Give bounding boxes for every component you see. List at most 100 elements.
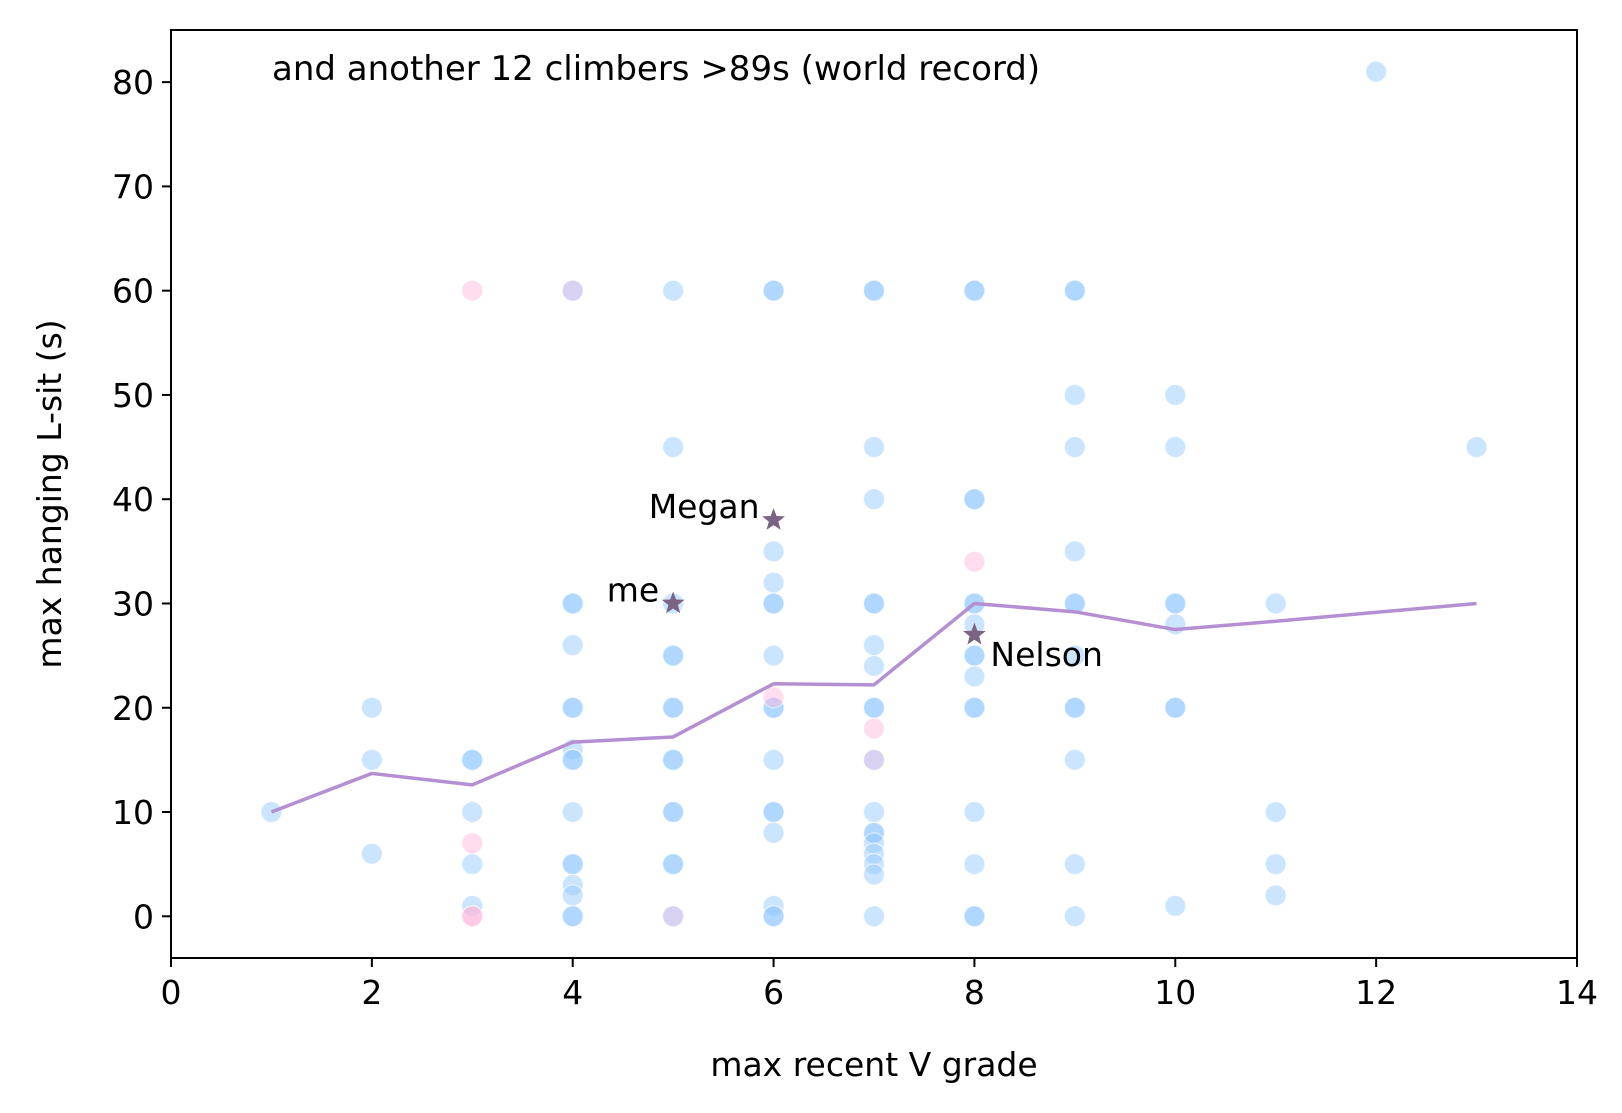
- scatter-point-male: [662, 279, 685, 302]
- mean-line: [270, 601, 1477, 814]
- scatter-point-male: [1063, 383, 1086, 407]
- scatter-point-male: [1264, 592, 1287, 615]
- plot-frame: [170, 29, 1578, 959]
- y-axis-label: max hanging L-sit (s): [30, 319, 69, 668]
- y-tick-label: 60: [112, 272, 154, 311]
- scatter-point-male: [1063, 905, 1086, 928]
- scatter-point-male: [662, 800, 685, 824]
- scatter-point-female: [461, 832, 484, 855]
- scatter-point-female: [862, 717, 886, 740]
- scatter-point-male: [762, 821, 785, 844]
- scatter-point-male: [1063, 540, 1086, 563]
- scatter-point-male: [1063, 435, 1086, 459]
- scatter-point-female: [461, 279, 484, 302]
- scatter-point-male: [561, 634, 584, 657]
- highlight-label-megan: Megan: [649, 487, 760, 526]
- highlight-label-me: me: [607, 570, 659, 609]
- scatter-point-male: [762, 644, 785, 667]
- y-tick-label: 70: [112, 167, 154, 206]
- chart-note: and another 12 climbers >89s (world reco…: [272, 49, 1040, 89]
- x-tick-label: 0: [161, 973, 182, 1012]
- x-tick-label: 6: [763, 973, 784, 1012]
- scatter-point-male: [561, 853, 584, 876]
- scatter-point-male: [1063, 748, 1086, 771]
- x-tick-label: 12: [1355, 973, 1397, 1012]
- scatter-point-male: [1164, 613, 1187, 636]
- scatter-point-male: [963, 800, 986, 824]
- scatter-point-male: [1264, 884, 1287, 907]
- scatter-point-male: [1264, 853, 1287, 876]
- scatter-point-male: [862, 279, 886, 302]
- scatter-point-male: [561, 800, 584, 824]
- x-tick-label: 14: [1556, 973, 1598, 1012]
- scatter-point-male: [1264, 800, 1287, 824]
- scatter-point-male: [1063, 853, 1086, 876]
- scatter-point-male: [662, 696, 685, 719]
- scatter-point-male: [762, 571, 785, 594]
- scatter-point-male: [862, 800, 886, 824]
- scatter-point-other: [662, 905, 685, 928]
- y-axis-ticks: 0 10 20 30 40 50 60 70 80: [112, 63, 171, 936]
- scatter-point-male: [862, 696, 886, 719]
- y-tick-label: 30: [112, 584, 154, 623]
- scatter-point-male: [1063, 592, 1086, 615]
- highlight-star-megan: [762, 508, 785, 530]
- y-tick-label: 80: [112, 63, 154, 102]
- scatter-point-male: [561, 592, 584, 615]
- scatter-point-male: [1164, 696, 1187, 719]
- scatter-point-male: [662, 853, 685, 876]
- scatter-point-male: [662, 644, 685, 667]
- y-tick-label: 20: [112, 689, 154, 728]
- scatter-point-male: [963, 905, 986, 928]
- scatter-point-male: [461, 800, 484, 824]
- scatter-point-male: [862, 905, 886, 928]
- scatter-point-male: [1063, 279, 1086, 302]
- mean-line-layer: [270, 601, 1477, 814]
- highlight-star-me: [661, 591, 685, 614]
- y-tick-label: 0: [133, 897, 154, 936]
- scatter-point-female: [762, 686, 785, 709]
- scatter-point-male: [862, 634, 886, 657]
- x-axis-ticks: 0 2 4 6 8 10 12 14: [161, 958, 1598, 1012]
- scatter-point-other: [862, 748, 886, 771]
- scatter-point-male: [1164, 435, 1187, 459]
- x-tick-label: 8: [964, 973, 985, 1012]
- scatter-point-male: [862, 435, 886, 459]
- scatter-point-male: [963, 488, 986, 511]
- highlight-star-nelson: [963, 622, 986, 645]
- scatter-point-male: [1164, 592, 1187, 615]
- scatter-point-male: [1164, 383, 1187, 407]
- scatter-point-male: [762, 592, 785, 615]
- scatter-point-male: [762, 800, 785, 824]
- scatter-point-male: [1063, 696, 1086, 719]
- scatter-point-male: [963, 853, 986, 876]
- scatter-point-male: [1063, 644, 1086, 667]
- y-tick-label: 50: [112, 376, 154, 415]
- scatter-point-male: [1164, 894, 1187, 917]
- scatter-point-male: [461, 853, 484, 876]
- scatter-point-male: [561, 696, 584, 719]
- scatter-point-male: [662, 435, 685, 459]
- highlight-label-nelson: Nelson: [990, 635, 1102, 674]
- scatter-point-male: [862, 592, 886, 615]
- scatter-point-male: [862, 654, 886, 678]
- x-tick-label: 2: [361, 973, 382, 1012]
- y-tick-label: 40: [112, 480, 154, 519]
- scatter-point-male: [360, 842, 383, 865]
- scatter-point-male: [561, 748, 584, 771]
- scatter-point-female: [461, 905, 484, 928]
- scatter-point-male: [561, 884, 584, 907]
- scatter-point-other: [561, 279, 584, 302]
- scatter-point-male: [762, 279, 785, 302]
- scatter-point-male: [963, 665, 986, 688]
- scatter-point-male: [360, 696, 383, 719]
- x-tick-label: 4: [562, 973, 583, 1012]
- scatter-point-female: [963, 550, 986, 573]
- scatter-point-male: [862, 863, 886, 886]
- scatter-point-male: [762, 748, 785, 771]
- scatter-point-male: [1365, 60, 1388, 83]
- scatter-point-male: [461, 748, 484, 771]
- scatter-point-male: [862, 488, 886, 511]
- scatter-point-male: [561, 905, 584, 928]
